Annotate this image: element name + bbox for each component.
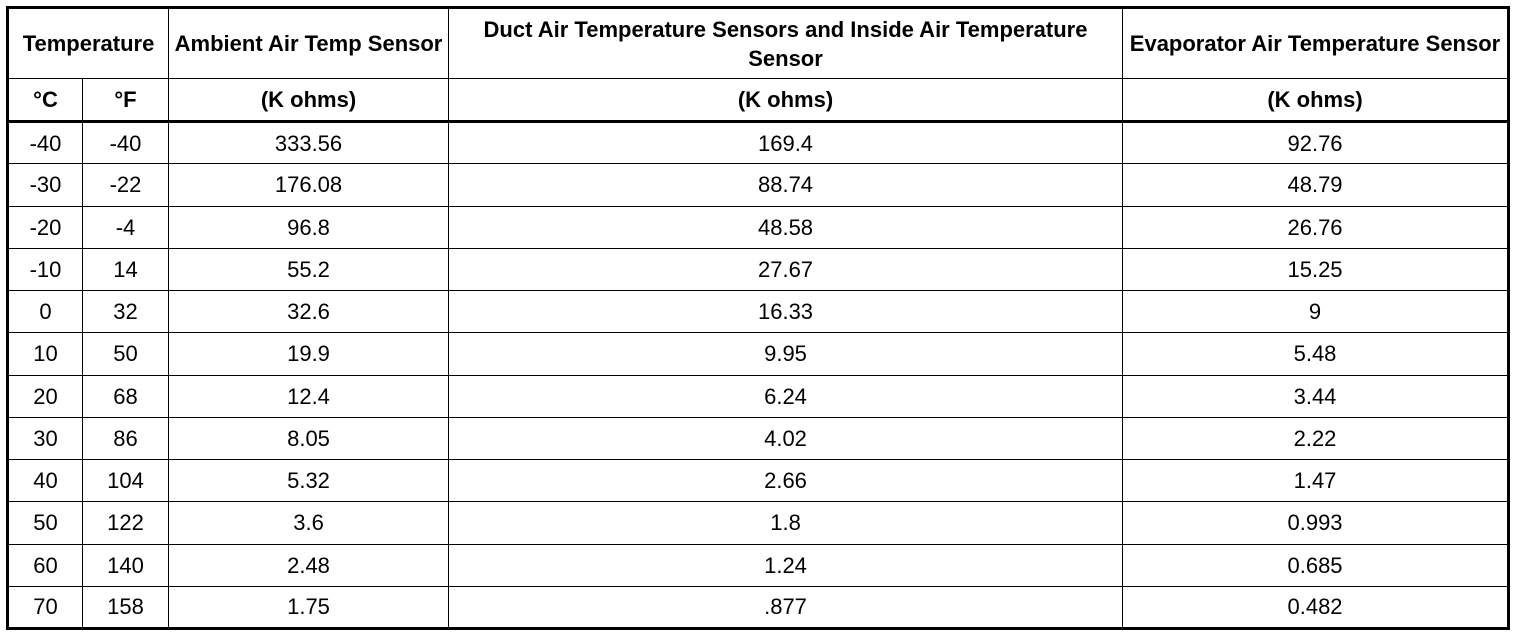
table-row: -40 -40 333.56 169.4 92.76 bbox=[7, 120, 1510, 165]
table-cell: 5.48 bbox=[1122, 332, 1510, 376]
table-cell: 26.76 bbox=[1122, 205, 1510, 249]
header-cell: Evaporator Air Temperature Sensor bbox=[1122, 7, 1510, 79]
table-cell: 1.8 bbox=[448, 501, 1124, 545]
table-cell: -40 bbox=[81, 120, 170, 165]
table-cell: -40 bbox=[7, 120, 83, 165]
table-cell: 20 bbox=[7, 374, 83, 418]
table-cell: 15.25 bbox=[1122, 247, 1510, 292]
table-row: 30 86 8.05 4.02 2.22 bbox=[7, 416, 1510, 461]
table-cell: 0.993 bbox=[1122, 501, 1510, 545]
table-cell: 55.2 bbox=[168, 247, 450, 292]
table-cell: 60 bbox=[7, 543, 83, 587]
table-row: -30 -22 176.08 88.74 48.79 bbox=[7, 163, 1510, 207]
table-row: 70 158 1.75.877 0.482 bbox=[7, 585, 1510, 630]
header-cell: Duct Air Temperature Sensors and Inside … bbox=[448, 7, 1124, 79]
table-cell: 92.76 bbox=[1122, 120, 1510, 165]
header-cell: Ambient Air Temp Sensor bbox=[168, 7, 450, 79]
table-cell: -4 bbox=[81, 205, 170, 249]
table-cell: 169.4 bbox=[448, 120, 1124, 165]
table-cell: 176.08 bbox=[168, 163, 450, 207]
table-cell: 40 bbox=[7, 458, 83, 503]
table-cell: 5.32 bbox=[168, 458, 450, 503]
table-cell: 8.05 bbox=[168, 416, 450, 461]
unit-cell: °F bbox=[81, 78, 170, 123]
table-body: -40 -40 333.56 169.4 92.76 -30 -22 176.08 88.74 4… bbox=[7, 120, 1510, 630]
table-cell: 16.33 bbox=[448, 289, 1124, 334]
table-cell: 6.24 bbox=[448, 374, 1124, 418]
table-row: 40 104 5.32 2.66 1.47 bbox=[7, 458, 1510, 503]
table-cell: 2.48 bbox=[168, 543, 450, 587]
table-cell: 32 bbox=[81, 289, 170, 334]
table-cell: 9.95 bbox=[448, 332, 1124, 376]
table-cell: 14 bbox=[81, 247, 170, 292]
header-cell: Temperature bbox=[6, 7, 170, 79]
table-cell: 122 bbox=[81, 501, 170, 545]
table-cell: -22 bbox=[81, 163, 170, 207]
table-cell: 0 bbox=[7, 289, 83, 334]
table-cell: 32.6 bbox=[168, 289, 450, 334]
table-cell: .877 bbox=[448, 585, 1124, 630]
table-cell: 333.56 bbox=[168, 120, 450, 165]
table-row: 10 50 19.9 9.95 5.48 bbox=[7, 332, 1510, 376]
table-cell: 1.24 bbox=[448, 543, 1124, 587]
table-cell: 0.482 bbox=[1122, 585, 1510, 630]
table-cell: 9 bbox=[1122, 289, 1510, 334]
table-cell: 50 bbox=[7, 501, 83, 545]
table-cell: 2.22 bbox=[1122, 416, 1510, 461]
resistance-table: Temperature Ambient Air Temp Sensor Duct… bbox=[6, 6, 1511, 630]
table-cell: -20 bbox=[7, 205, 83, 249]
unit-cell: (K ohms) bbox=[1122, 78, 1510, 123]
table-cell: 10 bbox=[7, 332, 83, 376]
unit-cell: (K ohms) bbox=[448, 78, 1124, 123]
table-cell: 158 bbox=[81, 585, 170, 630]
table-cell: 0.685 bbox=[1122, 543, 1510, 587]
table-cell: 96.8 bbox=[168, 205, 450, 249]
table-cell: 12.4 bbox=[168, 374, 450, 418]
table-cell: 140 bbox=[81, 543, 170, 587]
table-cell: 68 bbox=[81, 374, 170, 418]
table-cell: -30 bbox=[7, 163, 83, 207]
unit-cell: (K ohms) bbox=[168, 78, 450, 123]
table-cell: 70 bbox=[7, 585, 83, 630]
table-cell: -10 bbox=[7, 247, 83, 292]
table-row: 60 140 2.48 1.24 0.685 bbox=[7, 543, 1510, 587]
table-cell: 88.74 bbox=[448, 163, 1124, 207]
table-cell: 3.6 bbox=[168, 501, 450, 545]
table-cell: 27.67 bbox=[448, 247, 1124, 292]
unit-cell: °C bbox=[7, 78, 83, 123]
table-cell: 86 bbox=[81, 416, 170, 461]
table-cell: 48.79 bbox=[1122, 163, 1510, 207]
table-cell: 1.47 bbox=[1122, 458, 1510, 503]
table-row: -20 -4 96.8 48.58 26.76 bbox=[7, 205, 1510, 249]
table-cell: 30 bbox=[7, 416, 83, 461]
table-cell: 48.58 bbox=[448, 205, 1124, 249]
table-row: 20 68 12.4 6.24 3.44 bbox=[7, 374, 1510, 418]
table-cell: 1.75 bbox=[168, 585, 450, 630]
table-cell: 3.44 bbox=[1122, 374, 1510, 418]
table-cell: 104 bbox=[81, 458, 170, 503]
table-cell: 2.66 bbox=[448, 458, 1124, 503]
table-row: 0 32 32.6 16.33 9 bbox=[7, 289, 1510, 334]
table-cell: 19.9 bbox=[168, 332, 450, 376]
table-row: 50 122 3.6 1.8 0.993 bbox=[7, 501, 1510, 545]
table-cell: 50 bbox=[81, 332, 170, 376]
table-row: -10 14 55.2 27.67 15.25 bbox=[7, 247, 1510, 292]
table-cell: 4.02 bbox=[448, 416, 1124, 461]
